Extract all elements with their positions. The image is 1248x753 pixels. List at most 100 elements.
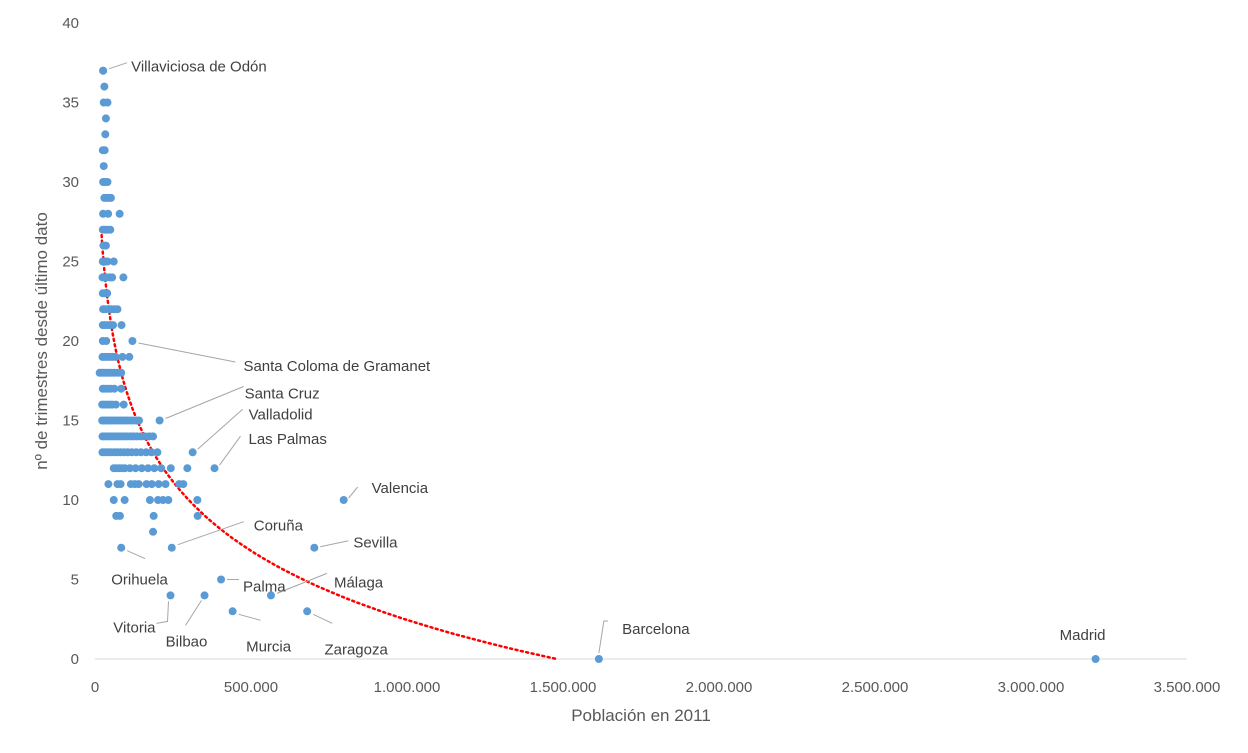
point-label: Málaga — [334, 574, 384, 591]
y-tick-label: 25 — [62, 254, 79, 271]
data-point — [116, 480, 125, 489]
x-tick-labels: 0 500.000 1.000.000 1.500.000 2.000.000 2.500… — [91, 679, 1221, 696]
leader-line — [197, 408, 243, 450]
leader-line — [185, 600, 202, 626]
data-point — [109, 321, 118, 330]
data-point — [109, 496, 118, 504]
y-axis-title: nº de trimestres desde último dato — [32, 212, 51, 470]
point-label: Santa Cruz — [245, 386, 320, 403]
data-point — [134, 416, 143, 425]
data-point — [137, 464, 146, 473]
data-point — [125, 464, 134, 473]
x-tick-label: 2.500.000 — [842, 679, 909, 696]
data-point-labeled — [167, 543, 176, 552]
y-tick-label: 5 — [71, 572, 79, 589]
x-axis-title: Población en 2011 — [571, 706, 711, 725]
data-point-labeled — [217, 575, 226, 584]
data-point — [108, 273, 117, 282]
point-label: Vitoria — [113, 619, 156, 636]
data-point — [109, 257, 118, 266]
leader-line — [156, 601, 170, 624]
data-point — [103, 98, 112, 107]
x-tick-label: 3.000.000 — [998, 679, 1065, 696]
data-point — [179, 480, 188, 489]
leader-line — [219, 435, 241, 466]
data-point — [120, 496, 129, 504]
data-point — [106, 225, 115, 234]
data-point-labeled — [594, 655, 603, 663]
trendline — [99, 228, 559, 661]
data-point — [149, 527, 158, 536]
data-point — [106, 193, 115, 202]
data-point — [103, 257, 112, 266]
x-tick-label: 3.500.000 — [1154, 679, 1221, 696]
data-point — [104, 209, 113, 218]
point-label: Palma — [243, 579, 286, 596]
data-point-labeled — [1091, 655, 1100, 663]
y-tick-label: 15 — [62, 413, 79, 430]
data-point — [125, 352, 134, 361]
point-labels: Villaviciosa de Odón Santa Coloma de Gram… — [111, 59, 1105, 659]
data-point — [117, 384, 126, 393]
leader-line — [165, 386, 244, 419]
y-tick-label: 0 — [71, 651, 79, 668]
point-label: Santa Coloma de Gramanet — [243, 358, 431, 375]
data-point — [102, 337, 111, 345]
data-point — [161, 480, 170, 489]
point-label: Valladolid — [249, 406, 313, 423]
leader-line — [177, 521, 244, 546]
leader-line — [108, 62, 128, 70]
point-label: Coruña — [254, 518, 304, 535]
point-label: Villaviciosa de Odón — [131, 59, 267, 76]
data-point — [119, 400, 128, 409]
data-point — [111, 400, 120, 409]
data-point-labeled — [166, 591, 175, 600]
data-point — [193, 511, 202, 520]
y-tick-labels: 0 5 10 15 20 25 30 35 40 — [62, 15, 79, 668]
trendline-path — [99, 228, 559, 661]
data-point — [147, 448, 156, 457]
data-point-labeled — [128, 337, 137, 345]
point-label: Barcelona — [622, 621, 690, 638]
data-point — [149, 432, 158, 441]
data-point — [101, 241, 110, 250]
data-point — [100, 82, 109, 91]
data-point-labeled — [339, 496, 348, 504]
data-point — [104, 480, 113, 489]
y-tick-label: 30 — [62, 174, 79, 191]
data-point — [118, 352, 127, 361]
leader-line — [138, 342, 236, 363]
point-label: Valencia — [372, 480, 429, 497]
data-point — [103, 178, 112, 186]
label-leader-lines — [108, 62, 608, 654]
data-point — [101, 130, 110, 139]
data-point — [145, 496, 154, 504]
x-tick-label: 2.000.000 — [686, 679, 753, 696]
leader-line — [238, 613, 261, 621]
y-tick-label: 20 — [62, 333, 79, 350]
y-tick-label: 10 — [62, 492, 79, 509]
point-label: Bilbao — [166, 633, 208, 650]
data-point — [154, 480, 163, 489]
data-point — [157, 464, 166, 473]
data-point-labeled — [155, 416, 164, 425]
data-point-labeled — [210, 464, 219, 473]
data-point — [183, 464, 192, 473]
data-point — [117, 368, 126, 377]
leader-line — [312, 613, 333, 624]
point-label: Sevilla — [353, 535, 398, 552]
data-point — [144, 464, 153, 473]
y-tick-label: 35 — [62, 95, 79, 112]
leader-line — [598, 620, 608, 654]
data-point — [113, 305, 122, 314]
data-points — [95, 66, 1100, 663]
x-tick-label: 1.000.000 — [374, 679, 441, 696]
leader-line — [276, 572, 328, 594]
x-tick-label: 0 — [91, 679, 99, 696]
point-label: Orihuela — [111, 572, 168, 589]
data-point — [119, 273, 128, 282]
data-point — [99, 162, 108, 171]
data-point-labeled — [303, 607, 312, 616]
data-point — [117, 321, 126, 330]
